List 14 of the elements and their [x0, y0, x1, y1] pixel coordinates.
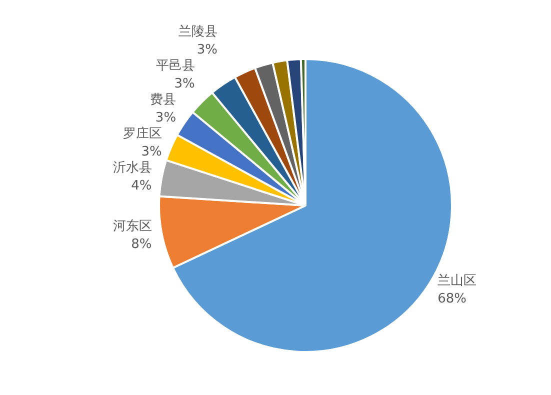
slice-label: 平邑县 — [156, 58, 195, 74]
data-label: 3% — [141, 144, 162, 160]
data-label: 3% — [196, 42, 218, 58]
slice-label: 河东区 — [112, 219, 152, 234]
data-label: 4% — [131, 178, 152, 194]
slice-label: 费县 — [150, 92, 176, 108]
slice-label: 罗庄区 — [122, 126, 162, 142]
data-label: 8% — [131, 237, 152, 252]
data-label: 3% — [155, 110, 176, 126]
slice-label: 沂水县 — [112, 160, 152, 176]
data-label: 68% — [438, 292, 467, 307]
data-label: 3% — [174, 76, 195, 92]
slice-label: 兰陵县 — [178, 24, 218, 40]
slice-label: 兰山区 — [438, 274, 477, 289]
